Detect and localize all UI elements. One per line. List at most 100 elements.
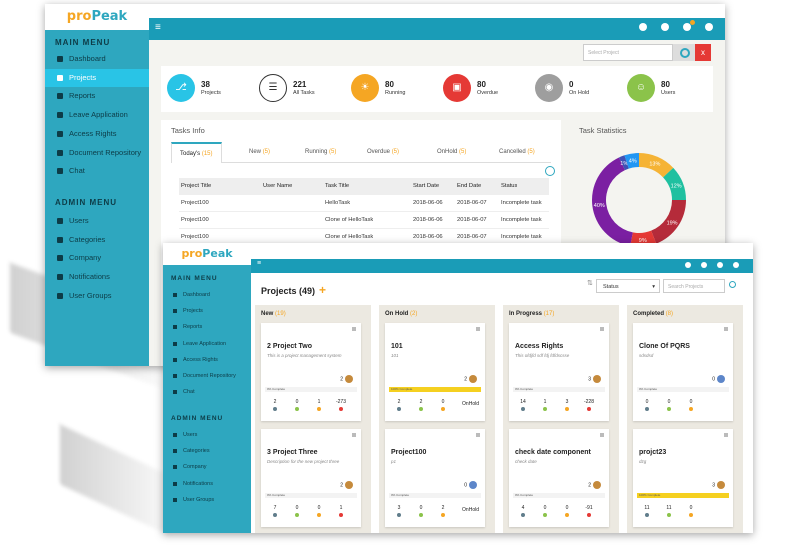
sidebar-item-chat[interactable]: Chat — [45, 162, 149, 180]
sidebar-item-company[interactable]: Company — [45, 249, 149, 267]
project-card[interactable]: 101 101 2 100% Complete 2 2 0 OnHold — [385, 323, 485, 421]
logo[interactable]: proPeak — [163, 243, 251, 265]
avatar-icon[interactable] — [469, 375, 477, 383]
company-icon — [173, 465, 177, 470]
avatar-icon[interactable] — [593, 481, 601, 489]
sidebar-item-projects[interactable]: Projects — [45, 68, 149, 87]
tab-today-s[interactable]: Today's (15) — [171, 142, 222, 163]
card-menu-icon[interactable] — [352, 433, 356, 437]
sidebar-item-dashboard[interactable]: Dashboard — [45, 50, 149, 68]
select-project-input[interactable]: Select Project — [583, 44, 673, 61]
sidebar-item-access-rights[interactable]: Access Rights — [45, 125, 149, 143]
sidebar-item-leave-application[interactable]: Leave Application — [163, 336, 251, 352]
sidebar-item-notifications[interactable]: Notifications — [45, 268, 149, 286]
sidebar-item-company[interactable]: Company — [163, 459, 251, 475]
donut-slice[interactable] — [624, 153, 639, 169]
card-menu-icon[interactable] — [476, 327, 480, 331]
status-select[interactable]: Status — [596, 279, 660, 294]
donut-slice[interactable] — [592, 157, 633, 247]
stat-running[interactable]: ☀ 80 Running — [345, 66, 437, 112]
sidebar-item-reports[interactable]: Reports — [45, 87, 149, 105]
sidebar-item-categories[interactable]: Categories — [163, 443, 251, 459]
sidebar-item-users[interactable]: Users — [163, 427, 251, 443]
sidebar-item-leave-application[interactable]: Leave Application — [45, 106, 149, 124]
column-header[interactable]: End Date — [457, 183, 482, 189]
clear-button[interactable]: x — [695, 44, 711, 61]
sidebar-item-projects[interactable]: Projects — [163, 303, 251, 319]
bell-icon[interactable] — [717, 262, 723, 268]
avatar-icon[interactable] — [593, 375, 601, 383]
card-menu-icon[interactable] — [724, 327, 728, 331]
tab-cancelled[interactable]: Cancelled (5) — [499, 142, 535, 162]
card-menu-icon[interactable] — [600, 327, 604, 331]
hamburger-icon[interactable]: ≡ — [155, 22, 161, 33]
bell-icon[interactable] — [683, 20, 695, 31]
tab-new[interactable]: New (5) — [249, 142, 270, 162]
column-header[interactable]: User Name — [263, 183, 293, 189]
donut-slice[interactable] — [663, 167, 686, 200]
donut-slice[interactable] — [618, 155, 629, 171]
column-header[interactable]: Start Date — [413, 183, 440, 189]
project-card[interactable]: Project100 p1 0 0% Complete 3 0 2 OnHold — [385, 429, 485, 527]
stat-projects[interactable]: ⎇ 38 Projects — [161, 66, 253, 112]
donut-slice[interactable] — [651, 200, 686, 244]
stat-overdue[interactable]: ▣ 80 Overdue — [437, 66, 529, 112]
sidebar-item-document-repository[interactable]: Document Repository — [45, 144, 149, 162]
sidebar-item-chat[interactable]: Chat — [163, 384, 251, 400]
member-count: 2 — [464, 376, 467, 383]
stat-on-hold[interactable]: ◉ 0 On Hold — [529, 66, 621, 112]
hamburger-icon[interactable]: ≡ — [257, 260, 262, 267]
avatar-icon[interactable] — [717, 481, 725, 489]
search-projects-input[interactable]: Search Projects — [663, 279, 725, 293]
tab-running[interactable]: Running (5) — [305, 142, 336, 162]
column-header[interactable]: Project Title — [181, 183, 212, 189]
card-menu-icon[interactable] — [476, 433, 480, 437]
sidebar-item-user-groups[interactable]: User Groups — [45, 287, 149, 305]
donut-slice[interactable] — [639, 153, 674, 178]
chat-icon[interactable] — [701, 262, 707, 268]
sidebar-item-categories[interactable]: Categories — [45, 231, 149, 249]
card-menu-icon[interactable] — [724, 433, 728, 437]
sidebar-item-user-groups[interactable]: User Groups — [163, 492, 251, 508]
avatar-icon[interactable] — [345, 481, 353, 489]
stat-all-tasks[interactable]: ☰ 221 All Tasks — [253, 66, 345, 112]
search-icon[interactable] — [729, 281, 736, 288]
column-header[interactable]: Status — [501, 183, 518, 189]
stat-users[interactable]: ☺ 80 Users — [621, 66, 713, 112]
filter-icon[interactable]: ⇅ — [587, 280, 593, 287]
project-card[interactable]: Access Rights This ofdjfd sdf fdj fdfdscs… — [509, 323, 609, 421]
project-card[interactable]: Clone Of PQRS sdsdsd 0 0% Complete 0 0 0 — [633, 323, 733, 421]
tab-onhold[interactable]: OnHold (5) — [437, 142, 466, 162]
card-menu-icon[interactable] — [600, 433, 604, 437]
donut-slice[interactable] — [630, 230, 657, 247]
star-icon[interactable] — [685, 262, 691, 268]
logo[interactable]: proPeak — [45, 4, 149, 30]
project-card[interactable]: projct23 dzg 3 100% Complete 11 11 0 — [633, 429, 733, 527]
user-icon[interactable] — [733, 262, 739, 268]
column-header[interactable]: Task Title — [325, 183, 350, 189]
avatar-icon[interactable] — [717, 375, 725, 383]
sidebar-item-notifications[interactable]: Notifications — [163, 476, 251, 492]
project-card[interactable]: 2 Project Two This is a project managemen… — [261, 323, 361, 421]
project-card[interactable]: check date component check date 2 0% Comple… — [509, 429, 609, 527]
user-icon[interactable] — [705, 23, 713, 31]
avatar-icon[interactable] — [345, 375, 353, 383]
sidebar-item-access-rights[interactable]: Access Rights — [163, 352, 251, 368]
add-project-button[interactable]: + — [319, 283, 327, 297]
table-row[interactable]: Project100 Clone of HelloTask 2018-06-06 20… — [179, 212, 549, 229]
status-dot-icon — [273, 513, 277, 517]
table-row[interactable]: Project100 HelloTask 2018-06-06 2018-06-07 I… — [179, 195, 549, 212]
sidebar-item-document-repository[interactable]: Document Repository — [163, 368, 251, 384]
sidebar-item-dashboard[interactable]: Dashboard — [163, 287, 251, 303]
table-search-icon[interactable] — [545, 166, 555, 176]
chat-icon[interactable] — [661, 23, 669, 31]
tab-overdue[interactable]: Overdue (5) — [367, 142, 399, 162]
search-button[interactable] — [673, 44, 695, 61]
avatar-icon[interactable] — [469, 481, 477, 489]
task-count: 1 — [331, 505, 351, 517]
star-icon[interactable] — [639, 23, 647, 31]
sidebar-item-users[interactable]: Users — [45, 212, 149, 230]
card-menu-icon[interactable] — [352, 327, 356, 331]
sidebar-item-reports[interactable]: Reports — [163, 319, 251, 335]
project-card[interactable]: 3 Project Three Description for the new p… — [261, 429, 361, 527]
